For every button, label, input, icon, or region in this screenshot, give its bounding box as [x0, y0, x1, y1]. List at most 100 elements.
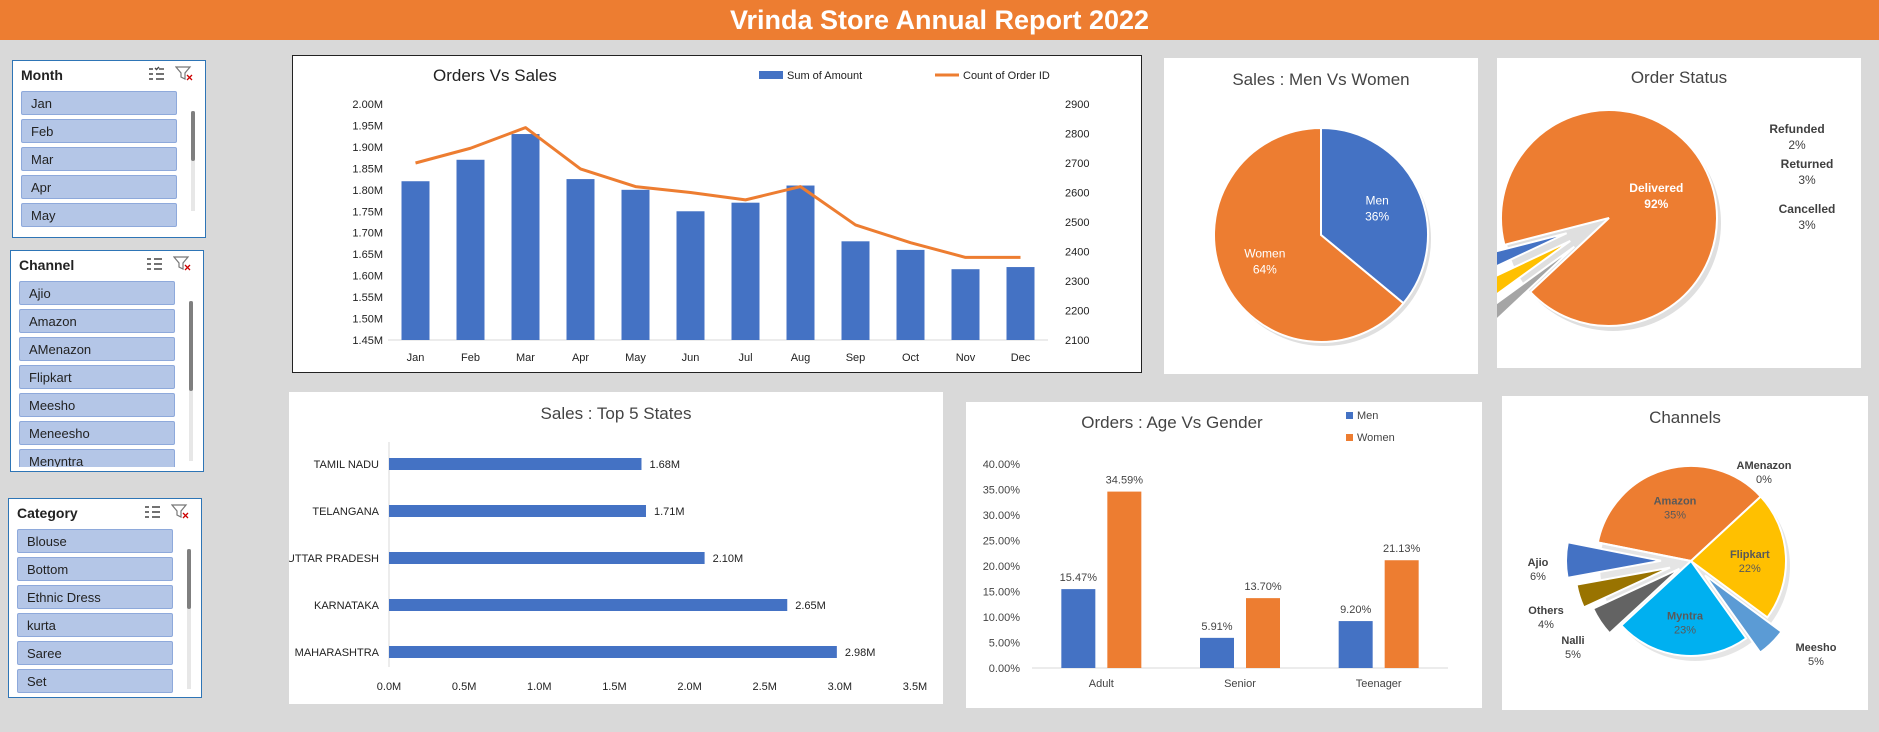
x-tick-label: Dec	[1011, 352, 1031, 364]
category-slicer-scrollbar[interactable]	[187, 549, 191, 689]
multi-select-icon[interactable]	[147, 65, 165, 81]
pie-slice-nalli	[1591, 567, 1681, 635]
x-tick-label: 1.0M	[527, 681, 551, 693]
pie-slice-amenazon	[1596, 541, 1692, 562]
age-bar-teenager-women	[1384, 560, 1419, 668]
order-status-chart: Order Status Delivered 92% Refunded 2% Retur…	[1460, 68, 1836, 331]
slicer-item-menyntra[interactable]: Menyntra	[19, 449, 175, 467]
sales-bar-oct	[896, 249, 925, 340]
orders-vs-sales-panel[interactable]: Orders Vs Sales Sum of Amount Count of O…	[292, 55, 1142, 373]
state-label: TELANGANA	[312, 506, 379, 518]
bar-value-label: 9.20%	[1340, 604, 1371, 616]
y-left-tick-label: 1.80M	[352, 185, 383, 197]
x-tick-label: Apr	[572, 352, 589, 364]
category-slicer[interactable]: Category Blouse Bottom Ethnic Dress kurta Sa…	[8, 498, 202, 698]
y-right-tick-label: 2200	[1065, 306, 1089, 318]
slice-label-name: Flipkart	[1730, 549, 1770, 561]
multi-select-icon[interactable]	[145, 255, 163, 271]
slice-label-value: 22%	[1739, 563, 1761, 575]
y-tick-label: 5.00%	[989, 638, 1020, 650]
slice-label-value: 5%	[1565, 649, 1581, 661]
category-slicer-title: Category	[17, 505, 78, 521]
y-tick-label: 0.00%	[989, 663, 1020, 675]
report-title: Vrinda Store Annual Report 2022	[0, 0, 1879, 40]
sales-gender-panel[interactable]: Sales : Men Vs Women Men 36% Women 64%	[1164, 58, 1478, 374]
chart-title: Channels	[1649, 408, 1721, 427]
age-bar-adult-men	[1061, 589, 1096, 668]
slicer-item-bottom[interactable]: Bottom	[17, 557, 173, 581]
month-slicer[interactable]: Month Jan Feb Mar Apr May	[12, 60, 206, 238]
slicer-item-jan[interactable]: Jan	[21, 91, 177, 115]
bar-value-label: 21.13%	[1383, 543, 1421, 555]
y-left-tick-label: 1.55M	[352, 292, 383, 304]
y-left-tick-label: 1.50M	[352, 314, 383, 326]
x-tick-label: Jan	[407, 352, 425, 364]
slicer-item-blouse[interactable]: Blouse	[17, 529, 173, 553]
x-tick-label: 0.5M	[452, 681, 476, 693]
chart-title: Sales : Men Vs Women	[1232, 70, 1409, 89]
slicer-item-amazon[interactable]: Amazon	[19, 309, 175, 333]
y-tick-label: 25.00%	[983, 536, 1021, 548]
slice-label-name: AMenazon	[1737, 460, 1792, 472]
pie-slice-women	[1213, 126, 1405, 343]
channels-chart: Channels Amazon 35% Flipkart 22% Meesho 5% Myn…	[1528, 408, 1837, 668]
slice-label-value: 64%	[1253, 262, 1277, 276]
state-label: UTTAR PRADESH	[289, 553, 379, 565]
sales-bar-jul	[731, 202, 760, 340]
slicer-item-set[interactable]: Set	[17, 669, 173, 693]
slicer-item-mar[interactable]: Mar	[21, 147, 177, 171]
clear-filter-icon[interactable]	[173, 255, 191, 271]
channel-slicer-title: Channel	[19, 257, 75, 273]
channel-slicer[interactable]: Channel Ajio Amazon AMenazon Flipkart Meesho…	[10, 250, 204, 472]
slicer-item-may[interactable]: May	[21, 203, 177, 227]
month-slicer-title: Month	[21, 67, 63, 83]
pie-slice-myntra	[1619, 559, 1748, 657]
age-gender-panel[interactable]: Orders : Age Vs Gender Men Women 0.00% 5.…	[966, 402, 1482, 708]
clear-filter-icon[interactable]	[171, 503, 189, 519]
slicer-item-meesho[interactable]: Meesho	[19, 393, 175, 417]
y-tick-label: 15.00%	[983, 587, 1021, 599]
y-left-tick-label: 1.85M	[352, 163, 383, 175]
bar-value-label: 5.91%	[1201, 621, 1232, 633]
slicer-item-kurta[interactable]: kurta	[17, 613, 173, 637]
multi-select-icon[interactable]	[143, 503, 161, 519]
slice-label-value: 0%	[1756, 474, 1772, 486]
slice-label-value: 2%	[1788, 138, 1806, 152]
top-states-panel[interactable]: Sales : Top 5 States TAMIL NADU 1.68M TELA…	[287, 392, 943, 704]
channel-slicer-scrollbar[interactable]	[189, 301, 193, 461]
x-tick-label: 1.5M	[602, 681, 626, 693]
pie-slice-men	[1320, 126, 1429, 305]
chart-title: Orders Vs Sales	[433, 66, 557, 85]
slicer-item-ethnic-dress[interactable]: Ethnic Dress	[17, 585, 173, 609]
clear-filter-icon[interactable]	[175, 65, 193, 81]
x-tick-label: Jun	[682, 352, 700, 364]
y-right-tick-label: 2900	[1065, 99, 1089, 111]
slicer-item-ajio[interactable]: Ajio	[19, 281, 175, 305]
slice-label-name: Women	[1244, 246, 1285, 260]
x-tick-label: 3.5M	[903, 681, 927, 693]
age-gender-chart: Orders : Age Vs Gender Men Women 0.00% 5.…	[983, 410, 1448, 690]
month-slicer-scrollbar[interactable]	[191, 111, 195, 211]
legend-swatch-women	[1346, 434, 1353, 441]
slicer-item-apr[interactable]: Apr	[21, 175, 177, 199]
slicer-item-saree[interactable]: Saree	[17, 641, 173, 665]
slice-label-name: Cancelled	[1779, 202, 1836, 216]
x-tick-label: 2.0M	[677, 681, 701, 693]
slice-label-value: 6%	[1530, 571, 1546, 583]
pie-slice-delivered	[1500, 109, 1718, 327]
y-tick-label: 10.00%	[983, 612, 1021, 624]
x-tick-label: Senior	[1224, 678, 1256, 690]
x-tick-label: Mar	[516, 352, 535, 364]
legend-swatch-men	[1346, 412, 1353, 419]
order-status-panel[interactable]: Order Status Delivered 92% Refunded 2% Retur…	[1460, 58, 1861, 368]
pie-slice-ajio	[1565, 541, 1662, 579]
slice-label-name: Ajio	[1528, 557, 1549, 569]
slicer-item-meneesho[interactable]: Meneesho	[19, 421, 175, 445]
state-bar-tamil-nadu	[389, 458, 642, 470]
channels-panel[interactable]: Channels Amazon 35% Flipkart 22% Meesho 5% Myn…	[1502, 396, 1868, 710]
slicer-item-flipkart[interactable]: Flipkart	[19, 365, 175, 389]
slicer-item-feb[interactable]: Feb	[21, 119, 177, 143]
sales-bar-dec	[1006, 267, 1035, 340]
y-tick-label: 40.00%	[983, 459, 1021, 471]
slicer-item-amenazon[interactable]: AMenazon	[19, 337, 175, 361]
